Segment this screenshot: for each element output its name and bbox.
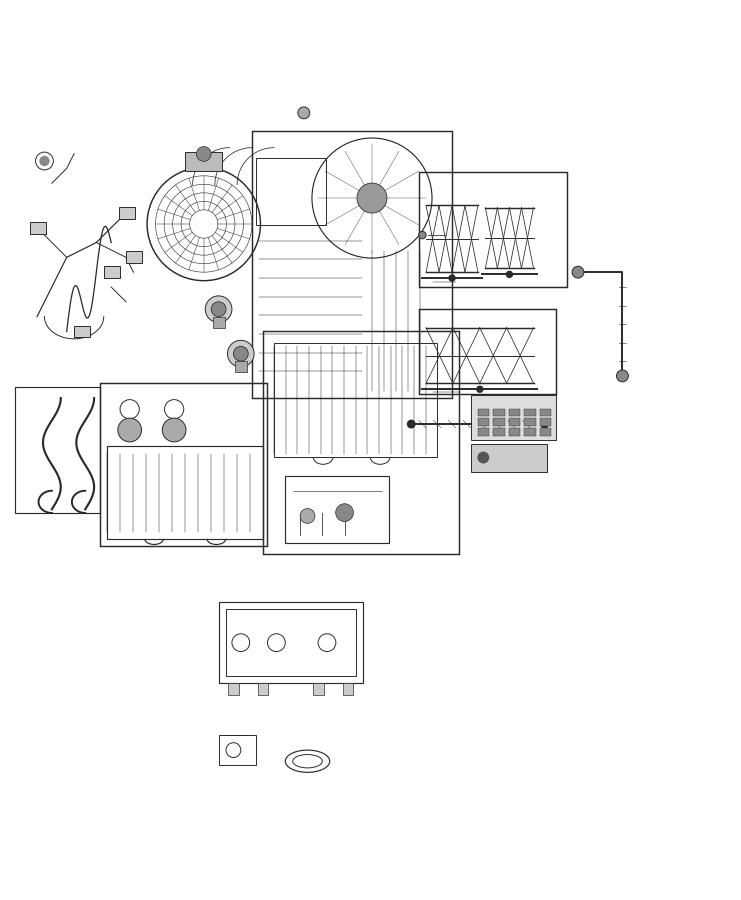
Bar [525,418,536,426]
Circle shape [227,340,254,367]
Bar [494,409,505,416]
Bar [258,683,268,695]
Bar [226,609,356,676]
Bar [107,446,263,539]
Circle shape [540,419,549,428]
Circle shape [357,183,387,213]
Bar [213,317,225,328]
Circle shape [205,296,232,322]
Bar [285,476,389,543]
Circle shape [448,274,456,282]
Circle shape [505,271,513,278]
Bar [119,207,135,219]
Circle shape [477,452,489,464]
Bar [185,152,222,171]
Bar [263,331,459,554]
Bar [478,428,489,436]
Bar [100,383,267,546]
Bar [274,343,437,457]
Bar [471,395,556,439]
Bar [419,310,556,394]
Bar [478,409,489,416]
Bar [540,409,551,416]
Bar [478,418,489,426]
Circle shape [336,504,353,521]
Bar [219,735,256,765]
Bar [540,418,551,426]
Bar [30,221,46,234]
Bar [509,409,520,416]
Bar [126,251,142,264]
Bar [419,172,567,287]
Bar [471,444,547,472]
Bar [509,418,520,426]
Bar [343,683,353,695]
Circle shape [419,231,426,239]
Bar [228,683,239,695]
Bar [525,409,536,416]
Circle shape [118,418,142,442]
Circle shape [211,302,226,317]
Circle shape [196,147,211,161]
Bar [494,418,505,426]
Bar [15,387,100,513]
Bar [509,428,520,436]
Circle shape [233,346,248,361]
Circle shape [300,508,315,524]
Bar [256,158,325,225]
Bar [525,428,536,436]
Circle shape [298,107,310,119]
Circle shape [162,418,186,442]
Circle shape [476,385,483,393]
Bar [313,683,324,695]
Bar [235,361,247,373]
Circle shape [407,419,416,428]
Bar [104,266,120,278]
Bar [252,131,452,398]
Bar [219,602,363,683]
Circle shape [39,156,50,166]
Circle shape [617,370,628,382]
Bar [540,428,551,436]
Bar [74,326,90,338]
Circle shape [572,266,584,278]
Bar [494,428,505,436]
